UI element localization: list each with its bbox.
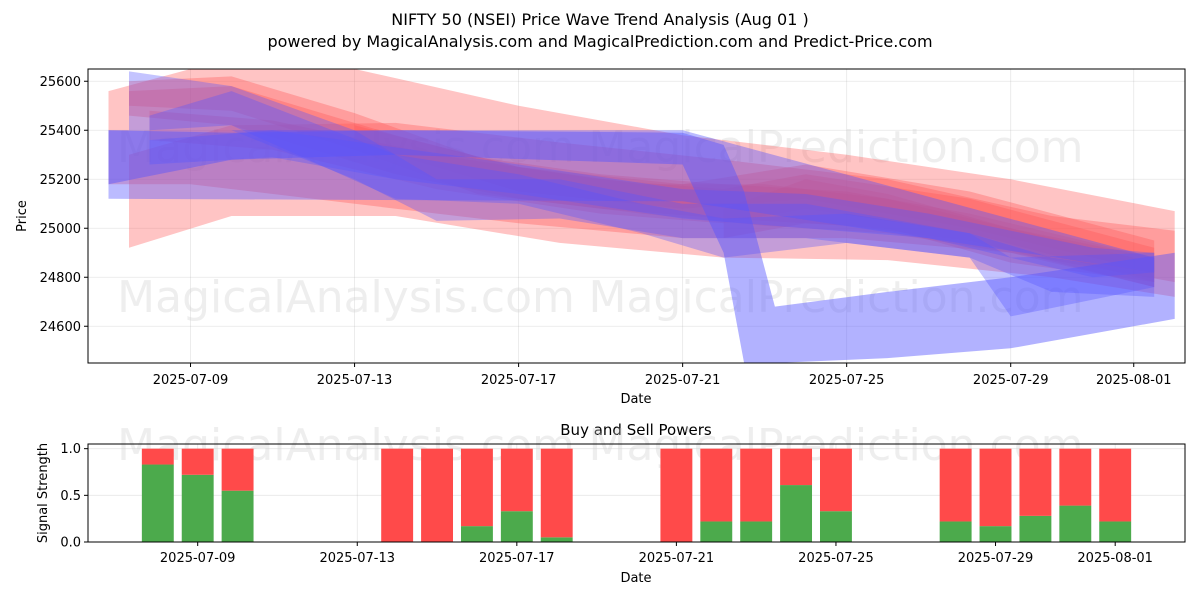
signal-watermarks: MagicalAnalysis.com MagicalPrediction.com (117, 420, 1083, 471)
signal-x-ticks: 2025-07-09 2025-07-13 2025-07-17 2025-07-21… (160, 542, 1153, 566)
sell-bar (460, 448, 493, 527)
buy-bar (700, 521, 733, 542)
red-wave-band (354, 125, 1155, 273)
price-chart: MagicalAnalysis.com MagicalPrediction.com… (15, 68, 1186, 407)
price-y-tick-label: 25400 (40, 124, 81, 139)
buy-bar (979, 526, 1012, 542)
buy-bar (540, 537, 573, 542)
buy-bar (500, 511, 533, 542)
price-y-tick-label: 24600 (40, 320, 81, 335)
sell-bar (141, 448, 174, 465)
sell-bar (700, 448, 733, 522)
signal-x-tick-label: 2025-08-01 (1077, 551, 1153, 566)
signal-x-tick-label: 2025-07-21 (639, 551, 715, 566)
main-title: NIFTY 50 (NSEI) Price Wave Trend Analysi… (391, 10, 808, 29)
price-x-tick-label: 2025-07-09 (153, 373, 229, 388)
buy-bar (141, 464, 174, 542)
watermark-text: MagicalAnalysis.com (117, 272, 575, 323)
signal-x-tick-label: 2025-07-17 (479, 551, 555, 566)
red-wave-band (149, 110, 1155, 283)
sell-bar (500, 448, 533, 512)
buy-bar (1019, 515, 1052, 542)
signal-bars (141, 448, 1132, 542)
signal-x-label: Date (620, 571, 651, 586)
price-y-tick-label: 25600 (40, 75, 81, 90)
signal-x-tick-label: 2025-07-13 (319, 551, 395, 566)
sell-bar (221, 448, 254, 491)
buy-bar (221, 490, 254, 542)
signal-title: Buy and Sell Powers (560, 421, 712, 439)
price-y-tick-label: 25200 (40, 173, 81, 188)
signal-x-tick-label: 2025-07-29 (958, 551, 1034, 566)
price-watermarks: MagicalAnalysis.com MagicalPrediction.com… (117, 122, 1083, 323)
buy-bar (1099, 521, 1132, 542)
red-wave-band (108, 69, 1175, 283)
buy-bar (460, 526, 493, 542)
price-x-ticks: 2025-07-09 2025-07-13 2025-07-17 2025-07-21… (153, 363, 1172, 388)
main-subtitle: powered by MagicalAnalysis.com and Magic… (267, 32, 932, 51)
red-wave-band (129, 86, 1155, 288)
price-y-tick-label: 24800 (40, 271, 81, 286)
sell-bar (1019, 448, 1052, 516)
signal-x-tick-label: 2025-07-09 (160, 551, 236, 566)
signal-y-ticks: 0.0 0.5 1.0 (60, 442, 88, 551)
price-axes-frame (87, 68, 1186, 364)
buy-bar (1059, 505, 1092, 542)
sell-bar (540, 448, 573, 538)
sell-bar (780, 448, 813, 486)
price-x-tick-label: 2025-07-17 (481, 373, 557, 388)
sell-bar (421, 448, 454, 542)
blue-wave-band (108, 130, 1175, 363)
sell-bar (1099, 448, 1132, 522)
signal-y-tick-label: 1.0 (60, 442, 81, 457)
price-y-ticks: 24600 24800 25000 25200 25400 25600 (40, 75, 88, 335)
sell-bar (181, 448, 214, 475)
price-grid (88, 69, 1185, 363)
signal-y-label: Signal Strength (36, 443, 51, 543)
price-x-tick-label: 2025-07-21 (645, 373, 721, 388)
watermark-text: MagicalPrediction.com (589, 272, 1084, 323)
watermark-text: MagicalPrediction.com (589, 122, 1084, 173)
price-x-tick-label: 2025-07-29 (973, 373, 1049, 388)
buy-bar (819, 511, 852, 542)
buy-bar (740, 521, 773, 542)
price-x-tick-label: 2025-07-25 (809, 373, 885, 388)
red-wave-band (129, 76, 1155, 288)
price-y-label: Price (15, 200, 30, 232)
buy-bar (939, 521, 972, 542)
red-wave-band (129, 122, 1175, 297)
sell-bar (660, 448, 693, 542)
signal-y-tick-label: 0.0 (60, 536, 81, 551)
signal-x-tick-label: 2025-07-25 (798, 551, 874, 566)
price-x-tick-label: 2025-08-01 (1096, 373, 1172, 388)
red-wave-band (723, 179, 1155, 283)
watermark-text: MagicalAnalysis.com (117, 122, 575, 173)
price-y-tick-label: 25000 (40, 222, 81, 237)
buy-bar (181, 474, 214, 542)
price-x-label: Date (620, 392, 651, 407)
sell-bar (979, 448, 1012, 527)
blue-wave-band (149, 91, 1155, 297)
signal-axes-frame (87, 443, 1186, 543)
sell-bar (819, 448, 852, 512)
blue-wave-band (129, 71, 1155, 317)
sell-bar (740, 448, 773, 522)
sell-bar (381, 448, 414, 542)
blue-wave-band (108, 130, 1155, 273)
signal-y-tick-label: 0.5 (60, 489, 81, 504)
price-x-tick-label: 2025-07-13 (317, 373, 393, 388)
price-bands (108, 69, 1175, 363)
blue-wave-band (149, 130, 1155, 278)
buy-bar (780, 485, 813, 542)
signal-chart: Buy and Sell Powers MagicalAnalysis.com M… (36, 420, 1186, 586)
sell-bar (939, 448, 972, 522)
sell-bar (1059, 448, 1092, 506)
